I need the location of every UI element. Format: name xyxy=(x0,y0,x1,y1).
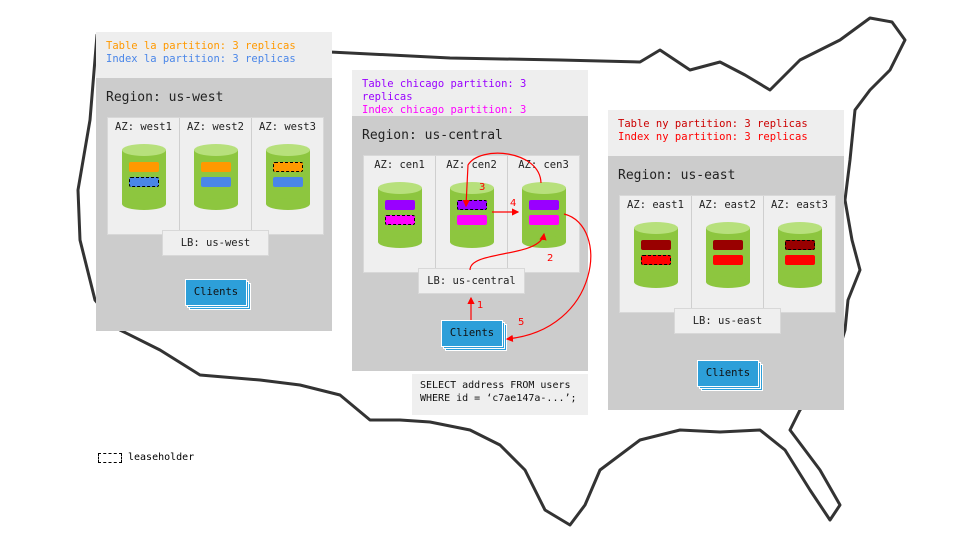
index-replica xyxy=(785,255,815,265)
index-replica xyxy=(129,177,159,187)
region-title: Region: us-central xyxy=(362,128,503,143)
region-east: Table ny partition: 3 replicas Index ny p… xyxy=(608,110,844,410)
clients-button[interactable]: Clients xyxy=(185,279,251,310)
partition-header: Table la partition: 3 replicas Index la p… xyxy=(96,32,332,78)
cylinder-bottom xyxy=(450,236,494,248)
cylinder-bottom xyxy=(378,236,422,248)
region-title: Region: us-east xyxy=(618,168,736,183)
availability-zone: AZ: east3 xyxy=(764,196,835,312)
partition-header: Table chicago partition: 3 replicas Index… xyxy=(352,70,588,129)
cylinder-bottom xyxy=(706,276,750,288)
table-replica xyxy=(129,162,159,172)
index-replica xyxy=(641,255,671,265)
cylinder-top xyxy=(706,222,750,234)
partition-header: Table ny partition: 3 replicas Index ny p… xyxy=(608,110,844,156)
availability-zone: AZ: east1 xyxy=(620,196,692,312)
partition-line: Table la partition: 3 replicas xyxy=(106,40,296,52)
availability-zone: AZ: cen3 xyxy=(508,156,579,272)
cylinder-bottom xyxy=(634,276,678,288)
region-title: Region: us-west xyxy=(106,90,224,105)
az-label: AZ: cen1 xyxy=(374,159,425,171)
table-replica xyxy=(713,240,743,250)
database-node-icon xyxy=(122,144,166,210)
partition-line: Table ny partition: 3 replicas xyxy=(618,118,808,130)
leaseholder-swatch xyxy=(98,452,122,463)
az-label: AZ: west3 xyxy=(259,121,316,133)
region-body: Region: us-central AZ: cen1 AZ: cen2 AZ: ce… xyxy=(352,116,588,371)
az-label: AZ: east3 xyxy=(771,199,828,211)
sql-query: SELECT address FROM users WHERE id = ‘c7… xyxy=(412,374,588,415)
index-replica xyxy=(273,177,303,187)
database-node-icon xyxy=(194,144,238,210)
index-replica xyxy=(529,215,559,225)
table-replica xyxy=(457,200,487,210)
table-replica xyxy=(385,200,415,210)
database-node-icon xyxy=(266,144,310,210)
az-label: AZ: east1 xyxy=(627,199,684,211)
load-balancer: LB: us-east xyxy=(674,308,781,334)
load-balancer: LB: us-central xyxy=(418,268,525,294)
clients-label: Clients xyxy=(441,320,503,347)
az-label: AZ: west2 xyxy=(187,121,244,133)
az-label: AZ: cen2 xyxy=(446,159,497,171)
availability-zone: AZ: cen2 xyxy=(436,156,508,272)
clients-button[interactable]: Clients xyxy=(697,360,763,391)
partition-line: Index la partition: 3 replicas xyxy=(106,53,296,65)
cylinder-top xyxy=(522,182,566,194)
az-group: AZ: cen1 AZ: cen2 AZ: cen3 xyxy=(363,155,580,273)
cylinder-bottom xyxy=(266,198,310,210)
database-node-icon xyxy=(522,182,566,248)
cylinder-top xyxy=(634,222,678,234)
az-group: AZ: west1 AZ: west2 AZ: west3 xyxy=(107,117,324,235)
database-node-icon xyxy=(706,222,750,288)
index-replica xyxy=(385,215,415,225)
clients-label: Clients xyxy=(185,279,247,306)
cylinder-top xyxy=(378,182,422,194)
az-label: AZ: cen3 xyxy=(518,159,569,171)
legend-label: leaseholder xyxy=(128,452,195,463)
clients-label: Clients xyxy=(697,360,759,387)
table-replica xyxy=(273,162,303,172)
load-balancer: LB: us-west xyxy=(162,230,269,256)
database-node-icon xyxy=(634,222,678,288)
region-body: Region: us-east AZ: east1 AZ: east2 AZ: eas… xyxy=(608,156,844,410)
cylinder-top xyxy=(266,144,310,156)
az-group: AZ: east1 AZ: east2 AZ: east3 xyxy=(619,195,836,313)
cylinder-bottom xyxy=(522,236,566,248)
cylinder-top xyxy=(194,144,238,156)
region-west: Table la partition: 3 replicas Index la p… xyxy=(96,32,332,331)
clients-button[interactable]: Clients xyxy=(441,320,507,351)
cylinder-bottom xyxy=(194,198,238,210)
region-central: Table chicago partition: 3 replicas Index… xyxy=(352,70,588,371)
index-replica xyxy=(713,255,743,265)
az-label: AZ: east2 xyxy=(699,199,756,211)
availability-zone: AZ: west2 xyxy=(180,118,252,234)
database-node-icon xyxy=(778,222,822,288)
availability-zone: AZ: cen1 xyxy=(364,156,436,272)
az-label: AZ: west1 xyxy=(115,121,172,133)
table-replica xyxy=(785,240,815,250)
cylinder-top xyxy=(778,222,822,234)
index-replica xyxy=(201,177,231,187)
sql-line-2: WHERE id = ‘c7ae147a-...’; xyxy=(420,393,577,404)
availability-zone: AZ: west3 xyxy=(252,118,323,234)
partition-line: Table chicago partition: 3 replicas xyxy=(362,78,527,103)
table-replica xyxy=(201,162,231,172)
cylinder-top xyxy=(122,144,166,156)
cylinder-top xyxy=(450,182,494,194)
region-body: Region: us-west AZ: west1 AZ: west2 AZ: wes… xyxy=(96,78,332,331)
legend: leaseholder xyxy=(98,452,194,463)
index-replica xyxy=(457,215,487,225)
cylinder-bottom xyxy=(122,198,166,210)
sql-line-1: SELECT address FROM users xyxy=(420,380,571,391)
database-node-icon xyxy=(450,182,494,248)
availability-zone: AZ: west1 xyxy=(108,118,180,234)
partition-line: Index ny partition: 3 replicas xyxy=(618,131,808,143)
cylinder-bottom xyxy=(778,276,822,288)
table-replica xyxy=(641,240,671,250)
availability-zone: AZ: east2 xyxy=(692,196,764,312)
table-replica xyxy=(529,200,559,210)
database-node-icon xyxy=(378,182,422,248)
